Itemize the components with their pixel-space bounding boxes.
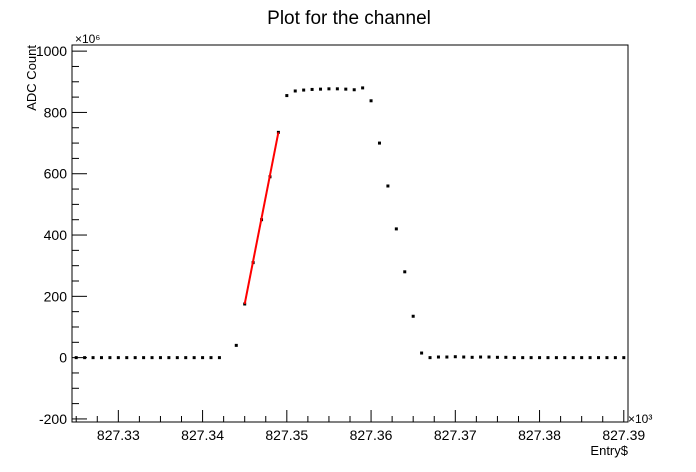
data-point xyxy=(192,356,196,360)
data-point xyxy=(319,87,323,91)
data-point xyxy=(445,355,449,359)
data-point xyxy=(588,356,592,360)
data-point xyxy=(470,355,474,359)
data-point xyxy=(361,86,365,90)
data-point xyxy=(369,99,373,103)
data-point xyxy=(91,356,95,360)
data-point xyxy=(411,314,415,318)
data-point xyxy=(597,356,601,360)
data-point xyxy=(335,87,339,91)
data-point xyxy=(116,356,120,360)
data-point xyxy=(420,351,424,355)
y-axis: -200 0 200 400 600 800 1000 xyxy=(36,43,87,427)
data-point xyxy=(142,356,146,360)
data-point xyxy=(344,87,348,91)
x-tick-label: 827.36 xyxy=(350,427,393,443)
data-point xyxy=(479,355,483,359)
data-point xyxy=(310,87,314,91)
y-tick-label: 600 xyxy=(44,166,68,182)
x-tick-label: 827.34 xyxy=(181,427,224,443)
data-point xyxy=(546,356,550,360)
data-point xyxy=(83,356,87,360)
data-point xyxy=(538,356,542,360)
data-point xyxy=(234,343,238,347)
fit-line xyxy=(243,132,280,305)
y-axis-title: ADC Count xyxy=(24,45,39,111)
data-point xyxy=(394,227,398,231)
data-point xyxy=(285,94,289,98)
data-point xyxy=(175,356,179,360)
y-tick-label: -200 xyxy=(39,411,67,427)
data-point xyxy=(453,355,457,359)
data-point xyxy=(167,356,171,360)
y-multiplier-label: ×10⁶ xyxy=(75,32,100,46)
data-point xyxy=(487,355,491,359)
data-point xyxy=(150,356,154,360)
data-point xyxy=(436,355,440,359)
data-point xyxy=(217,356,221,360)
x-multiplier-label: ×10³ xyxy=(628,412,652,426)
data-point xyxy=(428,356,432,360)
data-point xyxy=(377,141,381,145)
data-point xyxy=(462,355,466,359)
data-point xyxy=(504,355,508,359)
data-point xyxy=(605,356,609,360)
y-tick-label: 0 xyxy=(59,350,67,366)
y-tick-label: 1000 xyxy=(36,43,67,59)
data-point xyxy=(293,89,297,93)
data-point xyxy=(108,356,112,360)
data-point xyxy=(184,356,188,360)
y-tick-label: 800 xyxy=(44,104,68,120)
x-axis-title: Entry$ xyxy=(590,443,628,458)
data-point xyxy=(521,356,525,360)
data-point xyxy=(529,356,533,360)
data-point xyxy=(613,356,617,360)
y-tick-label: 200 xyxy=(44,288,68,304)
data-point xyxy=(74,356,78,360)
data-point xyxy=(133,356,137,360)
x-tick-label: 827.39 xyxy=(602,427,645,443)
x-tick-label: 827.33 xyxy=(97,427,140,443)
data-point xyxy=(302,88,306,92)
x-tick-label: 827.35 xyxy=(265,427,308,443)
x-tick-label: 827.37 xyxy=(434,427,477,443)
data-point xyxy=(327,87,331,91)
chart-title: Plot for the channel xyxy=(267,8,431,29)
data-point xyxy=(512,356,516,360)
y-tick-label: 400 xyxy=(44,227,68,243)
x-axis: 827.33 827.34 827.35 827.36 827.37 827.38 827.… xyxy=(75,410,645,443)
data-point xyxy=(386,184,390,188)
data-point xyxy=(352,88,356,92)
data-point xyxy=(158,356,162,360)
data-point xyxy=(403,270,407,274)
data-point xyxy=(554,356,558,360)
data-point xyxy=(571,356,575,360)
x-tick-label: 827.38 xyxy=(518,427,561,443)
plot-frame xyxy=(71,44,629,423)
data-point xyxy=(622,356,626,360)
data-point xyxy=(563,356,567,360)
data-point xyxy=(99,356,103,360)
data-point xyxy=(209,356,213,360)
data-point xyxy=(125,356,129,360)
data-point xyxy=(580,356,584,360)
data-point xyxy=(495,355,499,359)
plot-area xyxy=(74,86,626,360)
data-point xyxy=(201,356,205,360)
